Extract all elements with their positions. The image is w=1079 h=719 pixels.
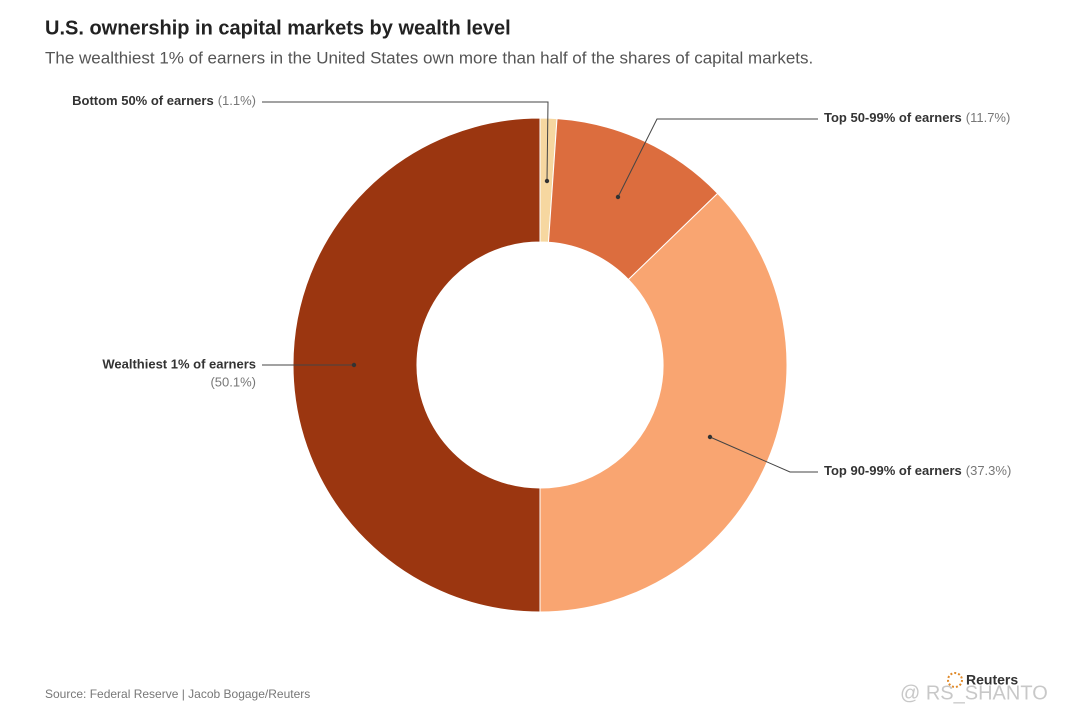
source: Source: Federal Reserve | Jacob Bogage/R… — [45, 687, 310, 701]
leader-line — [617, 118, 818, 198]
donut — [292, 117, 788, 613]
donut-slice — [292, 117, 541, 613]
slice-label: Wealthiest 1% of earners — [102, 356, 256, 371]
leader-dot — [544, 178, 550, 184]
leader-line — [709, 436, 818, 473]
slice-value-label: (11.7%) — [966, 110, 1011, 125]
chart-title: U.S. ownership in capital markets by wea… — [45, 17, 511, 39]
leader-dot — [615, 194, 621, 200]
donut-slice — [539, 192, 788, 613]
slice-label: Bottom 50% of earners — [72, 93, 214, 108]
slice-value-label: (50.1%) — [210, 374, 256, 389]
slice-value-label: (37.3%) — [966, 463, 1012, 478]
logo: Reuters — [966, 672, 1018, 688]
watermark: @ RS_SHANTO — [900, 682, 1048, 704]
slice-label-group: Bottom 50% of earners (1.1%) — [72, 93, 256, 108]
slice-label-group: Top 90-99% of earners (37.3%) — [824, 463, 1011, 478]
chart-subtitle: The wealthiest 1% of earners in the Unit… — [45, 48, 813, 67]
leader-dot — [707, 434, 713, 440]
slice-label: Top 90-99% of earners — [824, 463, 962, 478]
slice-label: Top 50-99% of earners — [824, 110, 962, 125]
slice-label-group: Top 50-99% of earners (11.7%) — [824, 110, 1010, 125]
leader-dot — [351, 362, 357, 368]
logo-icon — [947, 672, 963, 688]
leader-line — [262, 101, 549, 182]
labels: Bottom 50% of earners (1.1%) Top 50-99% of… — [72, 93, 1011, 478]
slice-value-label: (1.1%) — [218, 93, 256, 108]
